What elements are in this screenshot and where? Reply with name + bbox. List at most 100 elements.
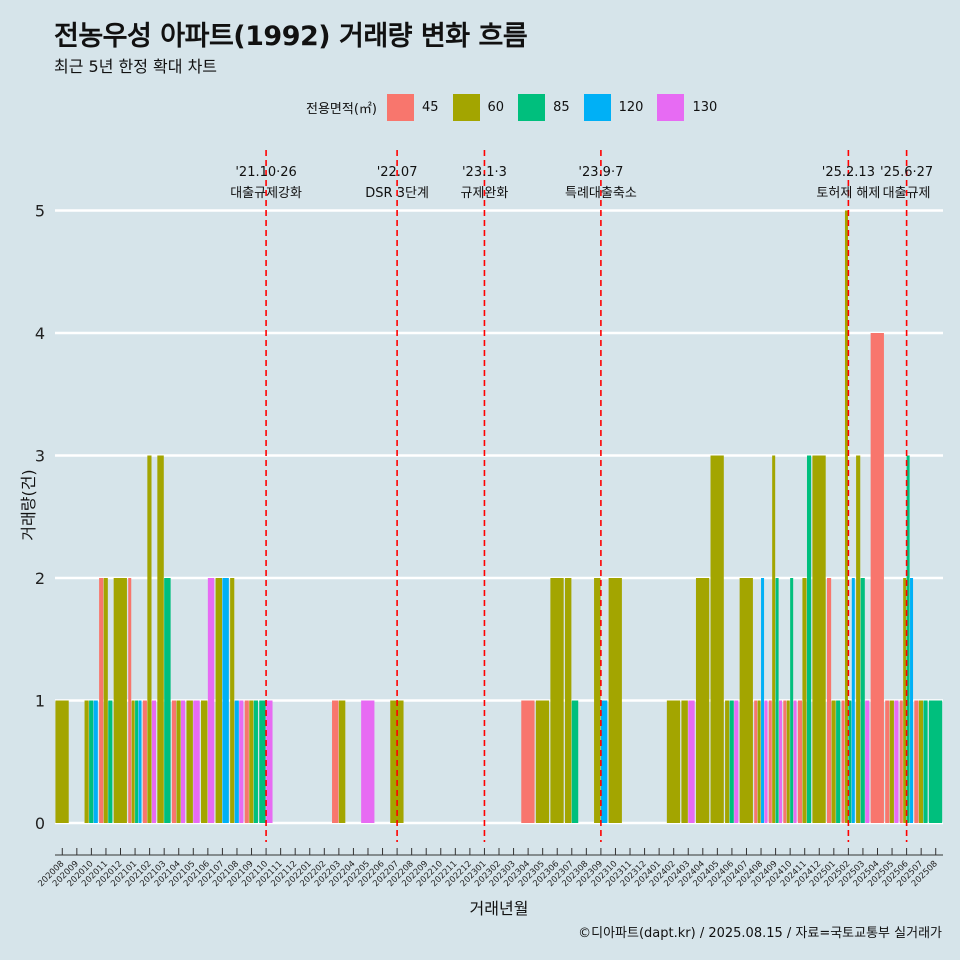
bar-45-202505	[885, 700, 890, 823]
bar-120-202502	[851, 578, 855, 823]
event-date-202207: '22.07	[377, 165, 418, 180]
bar-60-202501	[831, 700, 836, 823]
bar-85-202501	[836, 700, 841, 823]
legend-item-85: 85	[518, 93, 570, 121]
bar-45-202411	[797, 700, 803, 823]
legend-item-45: 45	[386, 93, 439, 121]
event-label-202207: DSR 3단계	[365, 186, 429, 201]
legend-swatch-45	[386, 93, 414, 121]
bar-45-202409	[768, 700, 772, 823]
event-label-202110: 대출규제강화	[230, 186, 302, 201]
bar-60-202104	[176, 700, 181, 823]
bar-60-202405	[710, 455, 724, 823]
bar-85-202103	[164, 578, 171, 823]
bar-130-202406	[734, 700, 739, 823]
bar-60-202402	[666, 700, 681, 823]
bar-60-202008	[55, 700, 69, 823]
legend-label-120: 120	[618, 99, 644, 115]
bar-85-202101	[135, 700, 139, 823]
bar-130-202106	[207, 578, 215, 823]
bar-85-202109	[253, 700, 258, 823]
bar-45-202203	[332, 700, 339, 823]
legend-swatch-120	[583, 93, 611, 121]
chart-subtitle: 최근 5년 한정 확대 차트	[54, 57, 218, 76]
y-tick-label: 1	[35, 692, 45, 711]
bar-60-202107	[215, 578, 223, 823]
bar-60-202507	[918, 700, 924, 823]
bar-85-202503	[860, 578, 865, 823]
event-date-202506: '25.6·27	[880, 165, 933, 180]
event-date-202502: '25.2.13	[822, 165, 875, 180]
bar-60-202102	[147, 455, 152, 823]
legend-swatch-85	[518, 93, 546, 121]
event-label-202309: 특례대출축소	[565, 186, 637, 201]
x-axis-title: 거래년월	[470, 899, 529, 918]
bar-85-202508	[928, 700, 943, 823]
bar-45-202101	[128, 578, 132, 823]
bar-45-202410	[783, 700, 787, 823]
event-date-202309: '23.9·7	[578, 165, 623, 180]
bar-120-202101	[138, 700, 142, 823]
bar-60-202409	[772, 455, 776, 823]
bar-130-202410	[793, 700, 797, 823]
bar-60-202412	[812, 455, 826, 823]
bar-60-202012	[113, 578, 127, 823]
bar-120-202309	[600, 700, 608, 823]
bar-120-202506	[910, 578, 914, 823]
legend: 전용면적(㎡) 45 60 85 120 130	[306, 92, 731, 122]
bar-120-202010	[93, 700, 98, 823]
bar-60-202309	[594, 578, 601, 823]
bar-60-202010	[84, 700, 89, 823]
bar-85-202411	[806, 455, 812, 823]
bar-60-202407	[739, 578, 753, 823]
event-label-202301: 규제완화	[461, 186, 509, 201]
bar-45-202506	[899, 700, 903, 823]
bar-130-202205	[361, 700, 375, 823]
bar-130-202110	[266, 700, 273, 823]
bar-85-202507	[923, 700, 928, 823]
legend-label-130: 130	[692, 99, 718, 115]
event-date-202110: '21.10·26	[235, 165, 296, 180]
bar-60-202101	[131, 700, 135, 823]
bar-130-202409	[779, 700, 783, 823]
bar-85-202110	[259, 700, 266, 823]
y-axis-title: 거래량(건)	[19, 469, 38, 540]
bar-60-202503	[856, 455, 861, 823]
bar-85-202410	[790, 578, 794, 823]
bar-60-202203	[338, 700, 346, 823]
bar-60-202306	[550, 578, 564, 823]
bar-85-202307	[571, 700, 579, 823]
bar-85-202409	[775, 578, 779, 823]
y-tick-label: 3	[35, 447, 45, 466]
event-label-202506: 대출규제	[883, 186, 931, 201]
legend-item-60: 60	[452, 93, 504, 121]
legend-title: 전용면적(㎡)	[306, 101, 377, 117]
y-tick-label: 0	[35, 814, 45, 833]
bar-60-202408	[757, 700, 761, 823]
legend-item-120: 120	[583, 93, 644, 121]
bar-45-202109	[244, 700, 249, 823]
legend-swatch-60	[452, 93, 480, 121]
event-date-202301: '23.1·3	[462, 165, 507, 180]
bar-85-202011	[108, 700, 113, 823]
bar-60-202411	[802, 578, 807, 823]
bar-60-202103	[157, 455, 164, 823]
bar-60-202011	[103, 578, 108, 823]
bar-60-202307	[564, 578, 572, 823]
bar-60-202404	[695, 578, 710, 823]
bar-130-202408	[764, 700, 768, 823]
bar-130-202503	[865, 700, 870, 823]
bar-45-202504	[870, 333, 884, 823]
bar-85-202506	[906, 455, 910, 823]
bar-45-202408	[754, 700, 758, 823]
bar-60-202505	[889, 700, 894, 823]
bar-60-202109	[249, 700, 254, 823]
bar-60-202403	[681, 700, 688, 823]
event-label-202502: 토허제 해제	[816, 186, 880, 201]
bar-85-202502	[848, 700, 852, 823]
bar-60-202310	[608, 578, 622, 823]
bar-60-202305	[535, 700, 550, 823]
bar-60-202410	[786, 700, 790, 823]
